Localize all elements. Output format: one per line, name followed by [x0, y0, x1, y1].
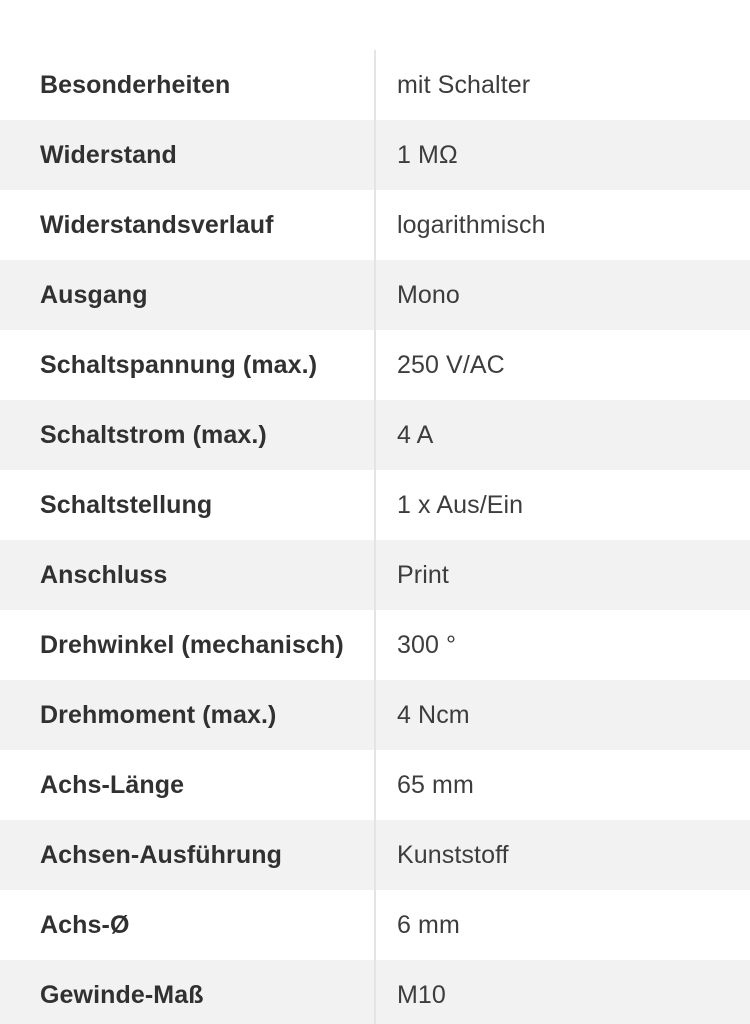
spec-label: Widerstand	[40, 140, 177, 169]
spec-label: Achs-Ø	[40, 910, 130, 939]
spec-label: Schaltstellung	[40, 490, 213, 519]
spec-value: 1 x Aus/Ein	[397, 490, 524, 519]
spec-label: Besonderheiten	[40, 70, 231, 99]
spec-value: mit Schalter	[397, 70, 531, 99]
column-divider	[374, 50, 376, 1024]
spec-value: Mono	[397, 280, 460, 309]
spec-row: Besonderheiten mit Schalter	[0, 50, 750, 120]
spec-row: Drehwinkel (mechanisch) 300 °	[0, 610, 750, 680]
spec-label: Drehmoment (max.)	[40, 700, 277, 729]
spec-label: Anschluss	[40, 560, 168, 589]
spec-value: Kunststoff	[397, 840, 509, 869]
spec-value: 250 V/AC	[397, 350, 505, 379]
spec-value: 6 mm	[397, 910, 460, 939]
spec-value: 300 °	[397, 630, 457, 659]
spec-row: Achs-Länge 65 mm	[0, 750, 750, 820]
spec-value: M10	[397, 980, 446, 1009]
spec-row: Achs-Ø 6 mm	[0, 890, 750, 960]
spec-row: Schaltstellung 1 x Aus/Ein	[0, 470, 750, 540]
spec-value: 65 mm	[397, 770, 474, 799]
spec-label: Schaltspannung (max.)	[40, 350, 318, 379]
spec-value: 4 Ncm	[397, 700, 470, 729]
spec-label: Ausgang	[40, 280, 148, 309]
spec-value: Print	[397, 560, 449, 589]
spec-value: logarithmisch	[397, 210, 546, 239]
spec-label: Schaltstrom (max.)	[40, 420, 267, 449]
spec-label: Gewinde-Maß	[40, 980, 204, 1009]
spec-row: Drehmoment (max.) 4 Ncm	[0, 680, 750, 750]
spec-row: Widerstandsverlauf logarithmisch	[0, 190, 750, 260]
spec-label: Achs-Länge	[40, 770, 185, 799]
spec-row: Schaltspannung (max.) 250 V/AC	[0, 330, 750, 400]
spec-label: Drehwinkel (mechanisch)	[40, 630, 344, 659]
spec-label: Widerstandsverlauf	[40, 210, 274, 239]
spec-value: 1 MΩ	[397, 140, 458, 169]
spec-label: Achsen-Ausführung	[40, 840, 282, 869]
spec-value: 4 A	[397, 420, 434, 449]
